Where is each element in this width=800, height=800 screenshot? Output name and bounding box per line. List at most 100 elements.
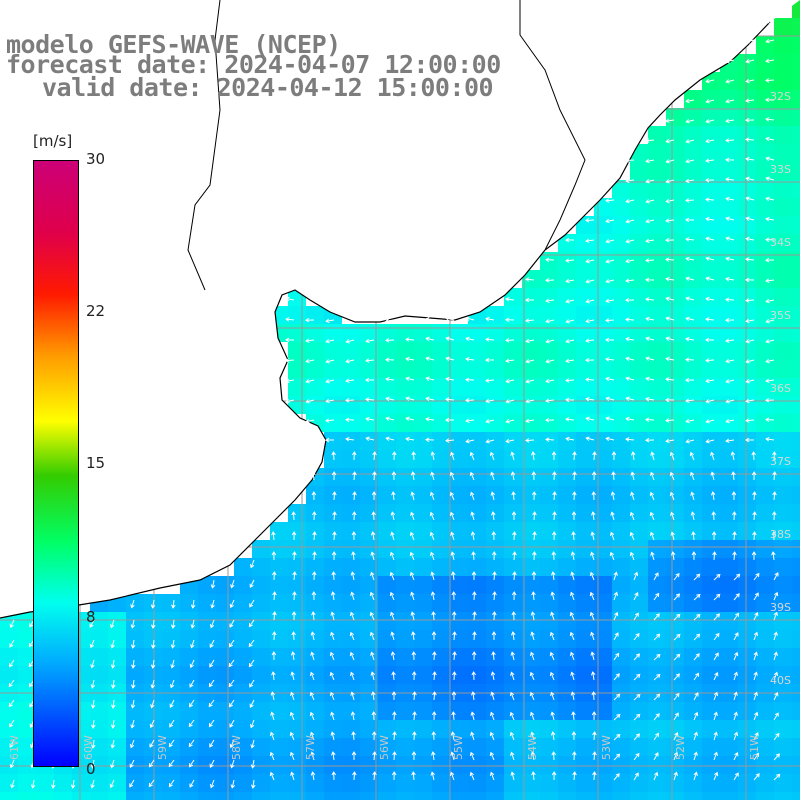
wind-arrow <box>765 298 775 304</box>
speed-cell <box>432 666 450 684</box>
speed-cell <box>396 414 414 432</box>
wind-arrow <box>412 691 417 701</box>
speed-cell <box>774 54 792 72</box>
wind-arrow <box>385 338 395 343</box>
wind-arrow <box>725 317 735 323</box>
wind-arrow <box>331 571 336 581</box>
speed-cell <box>540 774 558 792</box>
wind-arrow <box>673 771 678 781</box>
speed-cell <box>684 738 702 756</box>
wind-arrow <box>150 599 156 609</box>
speed-cell <box>126 648 144 666</box>
wind-arrow <box>250 739 255 749</box>
speed-cell <box>702 774 720 792</box>
wind-arrow <box>449 471 455 481</box>
speed-cell <box>342 630 360 648</box>
speed-cell <box>576 486 594 504</box>
speed-cell <box>774 90 792 108</box>
speed-cell <box>720 378 738 396</box>
speed-cell <box>0 720 18 738</box>
wind-arrow <box>650 551 655 561</box>
speed-cell <box>486 648 504 666</box>
wind-arrow <box>470 731 475 741</box>
speed-cell <box>432 594 450 612</box>
speed-cell <box>666 126 684 144</box>
speed-cell <box>432 378 450 396</box>
wind-arrow <box>705 177 715 183</box>
wind-arrow <box>351 451 357 461</box>
wind-arrow <box>170 619 176 629</box>
speed-cell <box>450 414 468 432</box>
speed-cell <box>450 360 468 378</box>
wind-arrow <box>653 633 661 641</box>
wind-arrow <box>725 399 735 404</box>
speed-cell <box>558 414 576 432</box>
speed-cell <box>432 738 450 756</box>
wind-arrow <box>445 356 455 362</box>
wind-arrow <box>633 592 639 601</box>
wind-arrow <box>625 356 635 362</box>
wind-arrow <box>625 376 635 381</box>
lon-label: 60W <box>82 735 95 760</box>
wind-arrow <box>465 357 475 362</box>
speed-cell <box>738 360 756 378</box>
speed-cell <box>792 504 800 522</box>
wind-arrow <box>565 258 575 263</box>
speed-cell <box>486 522 504 540</box>
speed-cell <box>576 540 594 558</box>
speed-cell <box>594 324 612 342</box>
speed-cell <box>486 576 504 594</box>
wind-arrow <box>605 436 615 442</box>
wind-arrow <box>188 719 195 728</box>
speed-cell <box>738 126 756 144</box>
wind-arrow <box>592 751 597 761</box>
wind-arrow <box>385 416 395 421</box>
wind-arrow <box>685 98 695 104</box>
speed-cell <box>144 702 162 720</box>
wind-arrow <box>451 611 457 621</box>
wind-arrow <box>670 531 675 541</box>
wind-arrow <box>571 511 577 521</box>
wind-arrow <box>472 611 477 621</box>
wind-arrow <box>509 731 515 741</box>
speed-cell <box>558 288 576 306</box>
speed-cell <box>558 702 576 720</box>
wind-arrow <box>291 631 296 641</box>
wind-arrow <box>411 451 416 461</box>
lon-label: 61W <box>8 735 21 760</box>
speed-cell <box>738 702 756 720</box>
wind-arrow <box>665 276 675 282</box>
wind-arrow <box>705 256 715 261</box>
wind-arrow <box>130 679 136 689</box>
speed-cell <box>630 360 648 378</box>
speed-cell <box>486 396 504 414</box>
wind-arrow <box>110 619 115 629</box>
speed-cell <box>396 792 414 800</box>
speed-cell <box>324 558 342 576</box>
speed-cell <box>648 144 666 162</box>
speed-cell <box>324 522 342 540</box>
wind-arrow <box>745 418 755 423</box>
country-border <box>187 0 586 291</box>
speed-cell <box>666 702 684 720</box>
wind-arrow <box>525 398 535 404</box>
model-title: modelo GEFS-WAVE (NCEP) <box>6 30 341 59</box>
wind-arrow <box>590 651 595 661</box>
speed-cell <box>576 450 594 468</box>
wind-arrow <box>653 572 659 581</box>
speed-cell <box>738 612 756 630</box>
speed-cell <box>234 738 252 756</box>
speed-cell <box>576 378 594 396</box>
wind-arrow <box>705 358 715 363</box>
speed-cell <box>684 378 702 396</box>
speed-cell <box>288 774 306 792</box>
wind-arrow <box>509 711 515 721</box>
speed-cell <box>288 612 306 630</box>
speed-cell <box>342 558 360 576</box>
speed-cell <box>702 306 720 324</box>
speed-cell <box>558 666 576 684</box>
wind-arrow <box>405 376 415 382</box>
speed-cell <box>756 36 774 54</box>
speed-cell <box>108 612 126 630</box>
speed-cell <box>504 396 522 414</box>
